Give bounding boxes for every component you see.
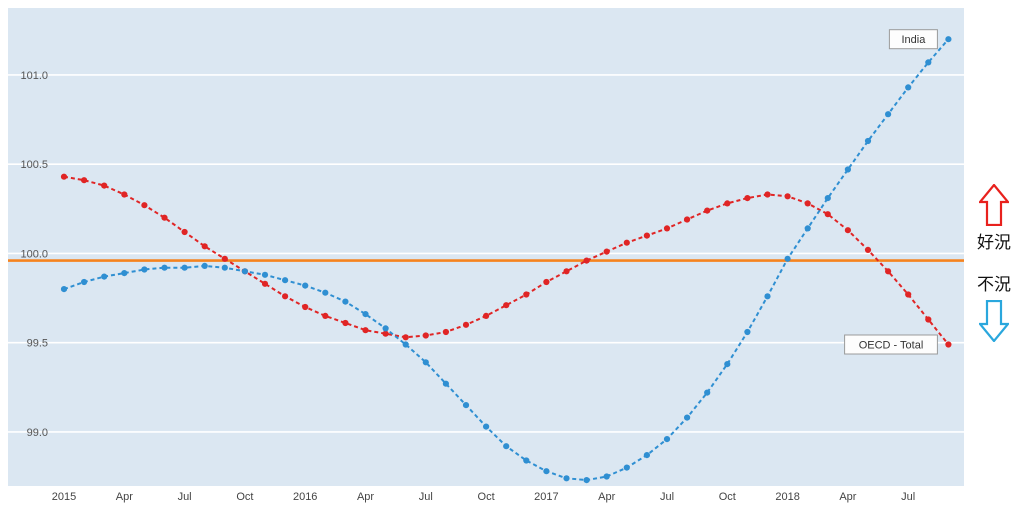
recession-label: 不況 (977, 275, 1011, 294)
y-gridlines (8, 74, 964, 433)
svg-text:Jul: Jul (419, 491, 433, 503)
svg-text:99.5: 99.5 (27, 338, 48, 350)
svg-text:2016: 2016 (293, 491, 317, 503)
svg-text:Apr: Apr (357, 491, 374, 503)
svg-text:Apr: Apr (116, 491, 133, 503)
svg-text:2017: 2017 (534, 491, 558, 503)
boom-up-arrow-icon (979, 184, 1009, 226)
svg-text:Jul: Jul (660, 491, 674, 503)
svg-text:India: India (901, 34, 926, 46)
series-label-india: India (888, 29, 938, 50)
series-label-oecd: OECD - Total (844, 334, 938, 355)
svg-text:OECD - Total: OECD - Total (859, 340, 924, 352)
recession-down-arrow-icon (979, 300, 1009, 342)
boom-label: 好況 (977, 233, 1011, 252)
svg-text:100.0: 100.0 (20, 248, 48, 260)
svg-text:Oct: Oct (236, 491, 253, 503)
annotation-column: 好況 不況 (964, 0, 1024, 511)
svg-text:Jul: Jul (178, 491, 192, 503)
svg-text:2018: 2018 (775, 491, 799, 503)
y-axis-labels: 99.0 99.5 100.0 100.5 101.0 (20, 70, 48, 439)
svg-text:Jul: Jul (901, 491, 915, 503)
svg-text:100.5: 100.5 (20, 159, 48, 171)
svg-text:101.0: 101.0 (20, 70, 48, 82)
series-oecd (60, 173, 952, 348)
svg-text:Oct: Oct (719, 491, 736, 503)
svg-text:Apr: Apr (839, 491, 856, 503)
svg-text:Apr: Apr (598, 491, 615, 503)
x-axis-labels: 2015 Apr Jul Oct 2016 Apr Jul Oct 2017 Apr Jul Oct 2… (52, 491, 915, 503)
plot-area (8, 8, 964, 486)
svg-text:99.0: 99.0 (27, 427, 48, 439)
svg-text:Oct: Oct (478, 491, 495, 503)
svg-text:2015: 2015 (52, 491, 76, 503)
cli-line-chart: 99.0 99.5 100.0 100.5 101.0 2015 Apr Jul Oct 2016… (8, 8, 964, 503)
series-india (60, 36, 952, 484)
